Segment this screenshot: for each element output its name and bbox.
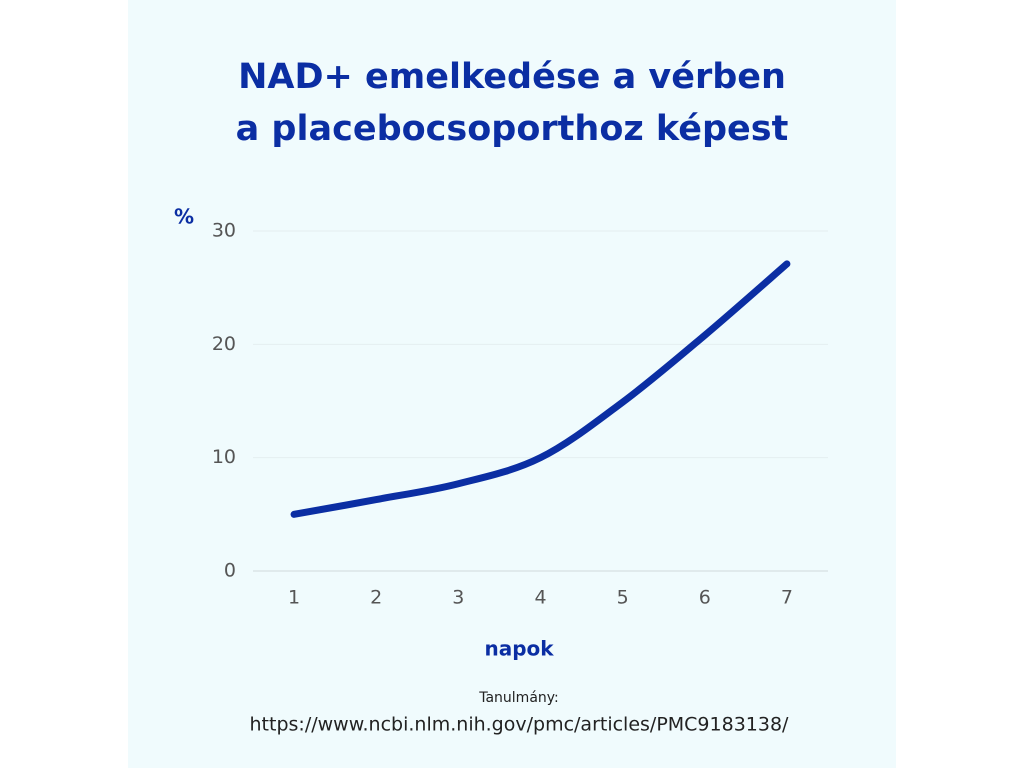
x-tick-label: 2: [370, 587, 382, 609]
x-axis-label: napok: [484, 637, 554, 661]
x-tick-label: 6: [699, 587, 711, 609]
y-tick-label: 30: [212, 220, 236, 242]
y-tick-label: 20: [212, 333, 236, 355]
x-tick-label: 4: [534, 587, 546, 609]
source-url: https://www.ncbi.nlm.nih.gov/pmc/article…: [250, 714, 790, 736]
x-tick-label: 3: [452, 587, 464, 609]
data-line: [290, 260, 791, 518]
chart-title: NAD+ emelkedése a vérben: [238, 57, 786, 97]
x-tick-label: 7: [781, 587, 793, 609]
x-tick-label: 5: [617, 587, 629, 609]
y-tick-label: 0: [224, 560, 236, 582]
panel: [128, 0, 896, 768]
y-axis-label: %: [174, 205, 194, 229]
chart-title: a placebocsoporthoz képest: [236, 109, 789, 149]
y-tick-label: 10: [212, 446, 236, 468]
x-tick-label: 1: [288, 587, 300, 609]
source-label: Tanulmány:: [478, 690, 559, 706]
